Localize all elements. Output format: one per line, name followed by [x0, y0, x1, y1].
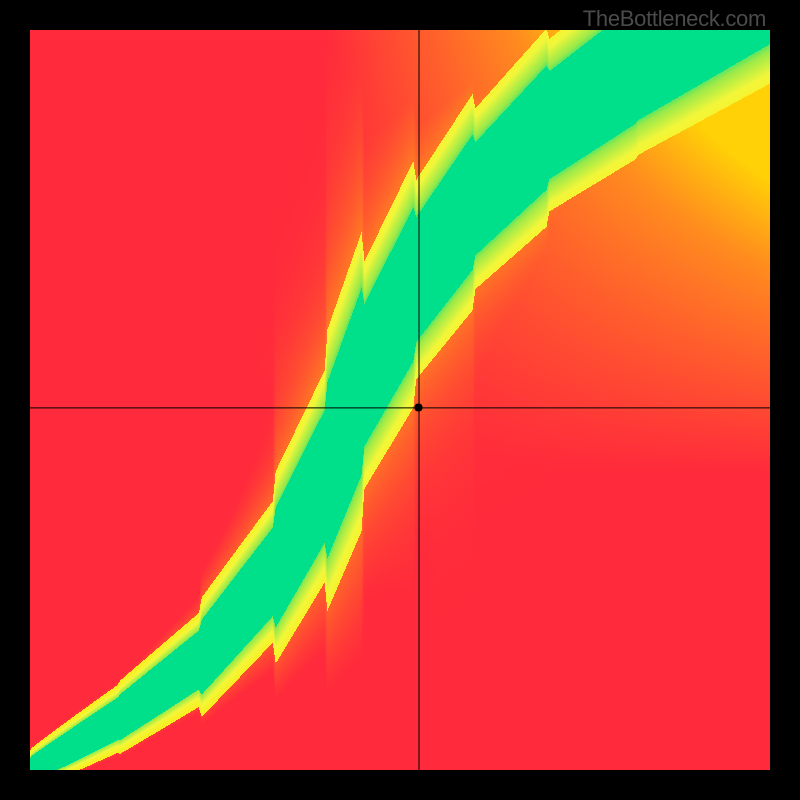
bottleneck-heatmap	[30, 30, 770, 770]
watermark-text: TheBottleneck.com	[583, 6, 766, 32]
